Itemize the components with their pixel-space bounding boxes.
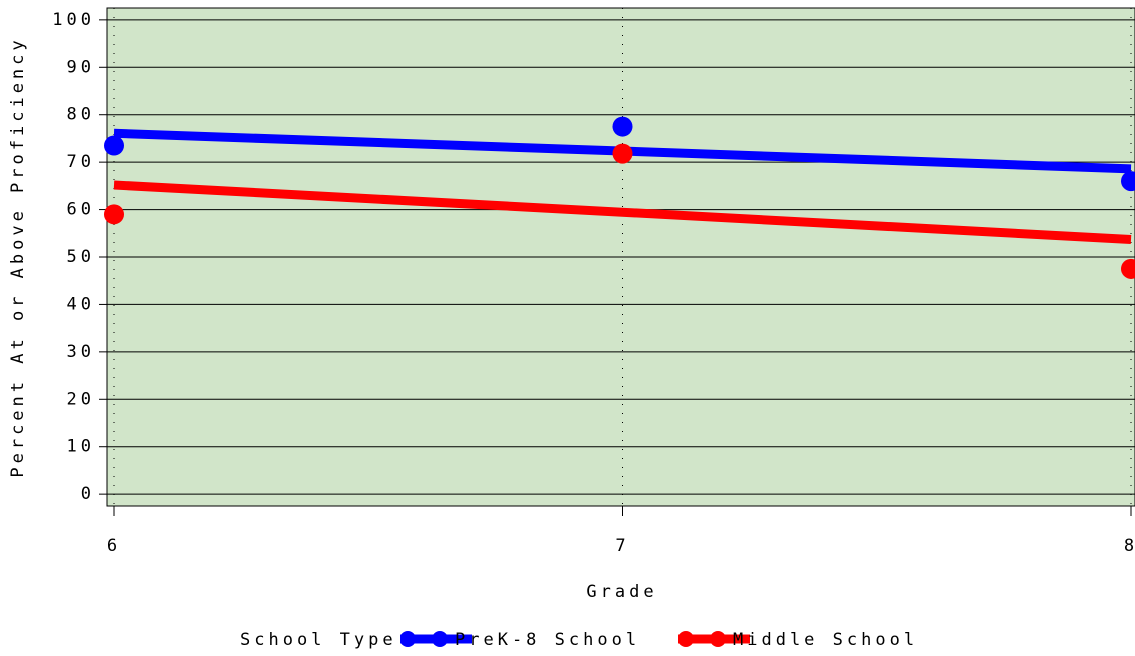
point <box>104 135 124 156</box>
legend-marker <box>432 631 448 647</box>
x-tick-label: 6 <box>107 536 121 556</box>
legend-marker <box>710 631 726 647</box>
point <box>1121 171 1135 192</box>
legend-marker <box>678 631 694 647</box>
y-tick-label: 60 <box>67 200 95 220</box>
legend-title: School Type <box>240 630 397 650</box>
point <box>104 204 124 225</box>
y-axis-label: Percent At or Above Proficiency <box>8 36 28 477</box>
y-tick-label: 80 <box>67 105 95 125</box>
y-tick-label: 10 <box>67 437 95 457</box>
y-tick-label: 0 <box>81 484 95 504</box>
y-tick-label: 20 <box>67 389 95 409</box>
y-tick-label: 30 <box>67 342 95 362</box>
x-axis-label: Grade <box>586 582 657 602</box>
x-tick-label: 7 <box>615 536 629 556</box>
y-tick-label: 40 <box>67 294 95 314</box>
x-tick-label: 8 <box>1124 536 1135 556</box>
point <box>612 143 633 164</box>
fit-line <box>113 180 1132 245</box>
legend-label: Middle School <box>733 630 918 650</box>
y-tick-label: 90 <box>67 57 95 77</box>
y-tick-label: 50 <box>67 247 95 267</box>
y-tick-label: 70 <box>67 152 95 172</box>
legend-label: PreK-8 School <box>455 630 640 650</box>
y-tick-label: 100 <box>52 10 95 30</box>
legend-marker <box>400 631 416 647</box>
point <box>612 116 633 137</box>
point <box>1121 258 1135 279</box>
